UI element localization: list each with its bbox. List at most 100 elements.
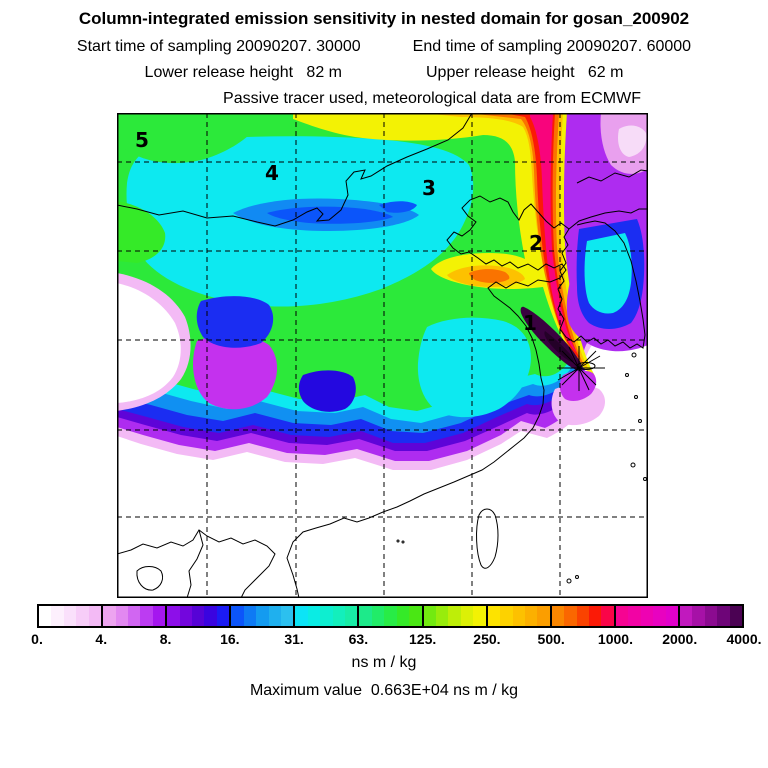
coastline — [136, 566, 164, 591]
colorbar-cell — [589, 606, 602, 626]
island-outline — [630, 462, 636, 468]
colorbar-tick: 500. — [537, 631, 565, 647]
colorbar-cell — [307, 606, 321, 626]
colorbar-cell — [103, 606, 116, 626]
colorbar-cell — [487, 606, 501, 626]
colorbar-cell — [115, 606, 128, 626]
lower-release-text: Lower release height 82 m — [144, 64, 342, 81]
island-outline — [625, 373, 629, 377]
colorbar-cell — [359, 606, 372, 626]
colorbar-cell — [63, 606, 77, 626]
colorbar-cell — [152, 606, 166, 626]
colorbar-segment — [421, 606, 486, 626]
colorbar-cell — [564, 606, 577, 626]
island-outline — [396, 539, 400, 543]
colorbar-segment — [677, 606, 743, 626]
page-title: Column-integrated emission sensitivity i… — [78, 9, 690, 28]
coastline — [117, 529, 276, 598]
colorbar-cell — [653, 606, 666, 626]
colorbar-cell — [628, 606, 641, 626]
colorbar-tick: 125. — [409, 631, 437, 647]
colorbar-segment — [39, 606, 102, 626]
island-outline — [634, 395, 638, 399]
contour-band — [544, 331, 574, 362]
colorbar-cell — [280, 606, 294, 626]
colorbar-cell — [167, 606, 180, 626]
colorbar-tick: 1000. — [597, 631, 633, 647]
colorbar-tick: 2000. — [662, 631, 698, 647]
colorbar-cell — [140, 606, 153, 626]
contour-band — [530, 113, 577, 353]
colorbar-cell — [345, 606, 358, 626]
contour-band — [503, 113, 580, 359]
colorbar-cell — [679, 606, 693, 626]
sampling-times-line: Start time of sampling 20090207. 30000 E… — [0, 38, 768, 56]
colorbar-segment — [485, 606, 550, 626]
region-label-5: 5 — [135, 128, 149, 152]
colorbar-tick: 0. — [31, 631, 43, 647]
colorbar-cell — [192, 606, 205, 626]
colorbar-cell — [88, 606, 102, 626]
end-time-text: End time of sampling 20090207. 60000 — [412, 38, 692, 55]
island-outline — [638, 419, 642, 423]
coastline — [568, 208, 648, 230]
colorbar-tick: 31. — [284, 631, 304, 647]
colorbar-cell — [551, 606, 565, 626]
contour-band — [117, 201, 166, 263]
island-outline — [575, 575, 579, 579]
colorbar-cell — [256, 606, 269, 626]
colorbar-cell — [332, 606, 346, 626]
contour-band — [117, 113, 265, 164]
tracer-text: Passive tracer used, meteorological data… — [223, 90, 641, 107]
sensitivity-map-svg: 5 4 3 2 1 — [117, 113, 648, 598]
colorbar-cell — [320, 606, 333, 626]
tracer-met-line: Passive tracer used, meteorological data… — [48, 90, 768, 108]
colorbar-cell — [717, 606, 730, 626]
island-outline — [401, 540, 405, 544]
colorbar-units-label: ns m / kg — [351, 654, 417, 671]
contour-band — [117, 283, 181, 403]
colorbar-cell — [371, 606, 385, 626]
contour-band — [417, 317, 531, 418]
region-label-3: 3 — [422, 176, 436, 200]
colorbar-segment — [165, 606, 230, 626]
colorbar-segment — [229, 606, 294, 626]
colorbar-cell — [51, 606, 64, 626]
coastline — [576, 169, 648, 184]
contour-band — [584, 233, 632, 314]
colorbar-cell — [615, 606, 629, 626]
contour-band — [469, 269, 510, 283]
island-outline — [631, 352, 637, 358]
colorbar-cell — [295, 606, 308, 626]
colorbar-segment — [549, 606, 614, 626]
colorbar-tick: 4. — [95, 631, 108, 647]
colorbar-segment — [101, 606, 166, 626]
colorbar-cell — [423, 606, 436, 626]
release-heights-line: Lower release height 82 m Upper release … — [0, 64, 768, 82]
colorbar-cell — [500, 606, 513, 626]
colorbar-cell — [231, 606, 244, 626]
coastline — [186, 529, 204, 598]
colorbar-cell — [384, 606, 397, 626]
colorbar-tick: 4000. — [726, 631, 762, 647]
colorbar-cell — [665, 606, 678, 626]
contour-band — [196, 296, 274, 348]
colorbar-cell — [512, 606, 525, 626]
coastline — [557, 220, 646, 349]
colorbar-cell — [179, 606, 193, 626]
colorbar-segment — [613, 606, 678, 626]
start-time-text: Start time of sampling 20090207. 30000 — [76, 38, 361, 55]
region-label-4: 4 — [265, 161, 279, 185]
island-outline — [566, 578, 572, 584]
colorbar-cell — [268, 606, 281, 626]
colorbar-cell — [435, 606, 449, 626]
upper-release-text: Upper release height 62 m — [426, 64, 624, 81]
colorbar — [37, 604, 744, 628]
map-border — [117, 113, 648, 598]
colorbar-tick: 250. — [473, 631, 501, 647]
colorbar-cell — [692, 606, 705, 626]
colorbar-cell — [76, 606, 89, 626]
contour-band — [298, 370, 356, 412]
colorbar-cell — [576, 606, 590, 626]
